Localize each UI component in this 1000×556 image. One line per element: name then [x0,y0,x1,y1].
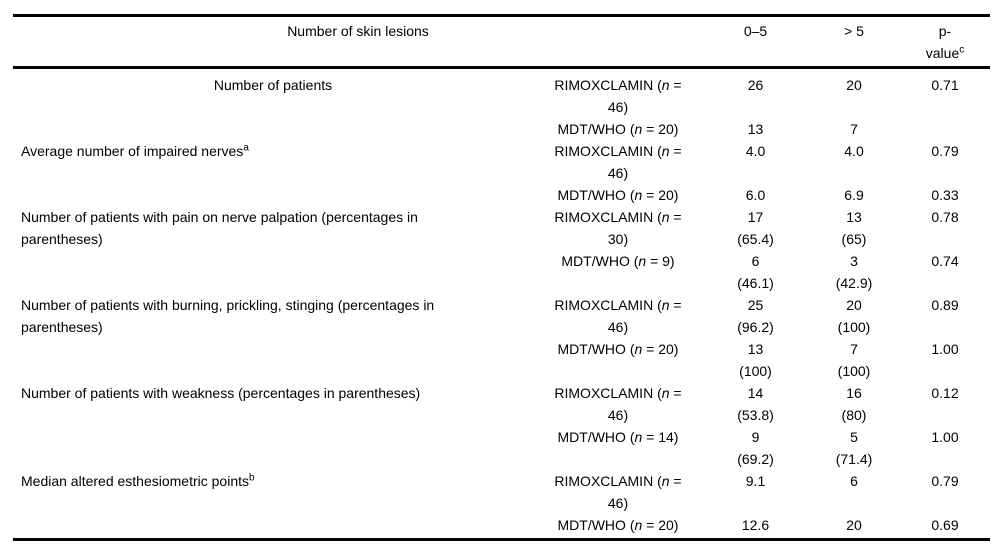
value-cell-0-5: 17 (65.4) [737,209,774,247]
value-cell-gt-5: 16 (80) [841,385,867,423]
results-table: Number of skin lesions 0–5 > 5 p- valuec… [13,14,990,541]
treatment-cell: RIMOXCLAMIN (n = 46) [554,473,682,511]
treatment-cell: RIMOXCLAMIN (n = 46) [554,77,682,115]
value-cell-gt-5: 6 [850,473,858,489]
treatment-cell: MDT/WHO (n = 20) [557,121,679,137]
table-row: MDT/WHO (n = 20) 13 7 [13,118,990,140]
table-row: Number of patients with weakness (percen… [13,382,990,426]
treatment-cell: MDT/WHO (n = 20) [557,341,679,357]
treatment-cell: MDT/WHO (n = 9) [561,253,675,269]
p-value-cell: 1.00 [931,341,959,357]
column-header-skin-lesions: Number of skin lesions [13,15,703,69]
p-value-cell: 0.12 [931,385,959,401]
value-cell-0-5: 6.0 [745,187,766,203]
table-row: MDT/WHO (n = 20) 12.6 20 0.69 [13,514,990,540]
value-cell-gt-5: 13 (65) [841,209,867,247]
value-cell-0-5: 13 (100) [739,341,772,379]
table-row: Number of patients RIMOXCLAMIN (n = 46) … [13,68,990,119]
p-value-cell: 0.79 [931,143,959,159]
p-value-cell [900,118,990,140]
column-header-gt-5: > 5 [808,15,900,69]
table-container: Number of skin lesions 0–5 > 5 p- valuec… [13,14,990,541]
table-row: MDT/WHO (n = 9) 6 (46.1) 3 (42.9) 0.74 [13,250,990,294]
row-label-pain-palpation: Number of patients with pain on nerve pa… [21,209,418,247]
table-row: Number of patients with pain on nerve pa… [13,206,990,250]
row-label-number-of-patients: Number of patients [213,77,333,93]
treatment-cell: MDT/WHO (n = 14) [557,429,679,445]
value-cell-gt-5: 20 [846,517,862,533]
value-cell-0-5: 14 (53.8) [737,385,774,423]
value-cell-gt-5: 3 (42.9) [835,253,873,291]
value-cell-gt-5: 6.9 [844,187,864,203]
value-cell-0-5: 13 [747,121,764,137]
value-cell-gt-5: 20 (100) [837,297,871,335]
header-row: Number of skin lesions 0–5 > 5 p- valuec [13,15,990,69]
value-cell-gt-5: 7 [850,121,858,137]
treatment-cell: RIMOXCLAMIN (n = 46) [554,297,682,335]
table-row: MDT/WHO (n = 20) 13 (100) 7 (100) 1.00 [13,338,990,382]
value-cell-gt-5: 4.0 [844,143,864,159]
p-value-cell: 1.00 [931,429,959,445]
table-row: Average number of impaired nervesa RIMOX… [13,140,990,184]
value-cell-0-5: 26 [747,77,764,93]
table-row: Median altered esthesiometric pointsb RI… [13,470,990,514]
value-cell-gt-5: 7 (100) [837,341,871,379]
column-header-p-value: p- valuec [900,15,990,69]
value-cell-0-5: 4.0 [745,143,766,159]
p-value-cell: 0.33 [931,187,959,203]
p-value-cell: 0.69 [931,517,959,533]
row-label-esthesiometric-points: Median altered esthesiometric pointsb [21,472,255,489]
value-cell-0-5: 12.6 [741,517,770,533]
table-row: Number of patients with burning, prickli… [13,294,990,338]
p-value-cell: 0.74 [931,253,959,269]
p-value-cell: 0.89 [931,297,959,313]
p-value-cell: 0.71 [931,77,959,93]
value-cell-gt-5: 5 (71.4) [835,429,873,467]
table-row: MDT/WHO (n = 20) 6.0 6.9 0.33 [13,184,990,206]
value-cell-0-5: 9 (69.2) [737,429,774,467]
row-label-burning-prickling: Number of patients with burning, prickli… [21,297,435,335]
treatment-cell: MDT/WHO (n = 20) [557,517,679,533]
treatment-cell: RIMOXCLAMIN (n = 46) [554,385,682,423]
treatment-cell: RIMOXCLAMIN (n = 46) [554,143,682,181]
table-header: Number of skin lesions 0–5 > 5 p- valuec [13,15,990,69]
p-value-cell: 0.78 [931,209,959,225]
p-value-cell: 0.79 [931,473,959,489]
treatment-cell: MDT/WHO (n = 20) [557,187,679,203]
value-cell-0-5: 25 (96.2) [737,297,774,335]
value-cell-gt-5: 20 [846,77,862,93]
treatment-cell: RIMOXCLAMIN (n = 30) [554,209,682,247]
table-body: Number of patients RIMOXCLAMIN (n = 46) … [13,68,990,540]
value-cell-0-5: 6 (46.1) [737,253,774,291]
row-label-weakness: Number of patients with weakness (percen… [21,385,421,401]
column-header-0-5: 0–5 [703,15,808,69]
row-label-impaired-nerves: Average number of impaired nervesa [21,142,249,159]
value-cell-0-5: 9.1 [745,473,766,489]
table-row: MDT/WHO (n = 14) 9 (69.2) 5 (71.4) 1.00 [13,426,990,470]
